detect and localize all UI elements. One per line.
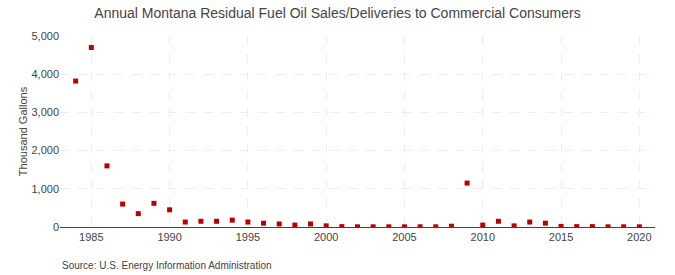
svg-text:1985: 1985	[79, 231, 103, 243]
svg-text:2005: 2005	[392, 231, 416, 243]
svg-text:Thousand Gallons: Thousand Gallons	[17, 86, 29, 176]
svg-text:4,000: 4,000	[31, 68, 59, 80]
svg-text:3,000: 3,000	[31, 106, 59, 118]
svg-text:2015: 2015	[549, 231, 573, 243]
svg-text:2020: 2020	[627, 231, 651, 243]
svg-text:5,000: 5,000	[31, 30, 59, 42]
svg-text:1990: 1990	[157, 231, 181, 243]
svg-text:2,000: 2,000	[31, 144, 59, 156]
svg-text:Annual Montana Residual Fuel O: Annual Montana Residual Fuel Oil Sales/D…	[94, 5, 580, 21]
svg-text:2010: 2010	[471, 231, 495, 243]
svg-text:0: 0	[53, 221, 59, 233]
svg-text:2000: 2000	[314, 231, 338, 243]
svg-text:Source: U.S. Energy Informatio: Source: U.S. Energy Information Administ…	[62, 260, 272, 271]
svg-text:1,000: 1,000	[31, 183, 59, 195]
svg-text:1995: 1995	[236, 231, 260, 243]
